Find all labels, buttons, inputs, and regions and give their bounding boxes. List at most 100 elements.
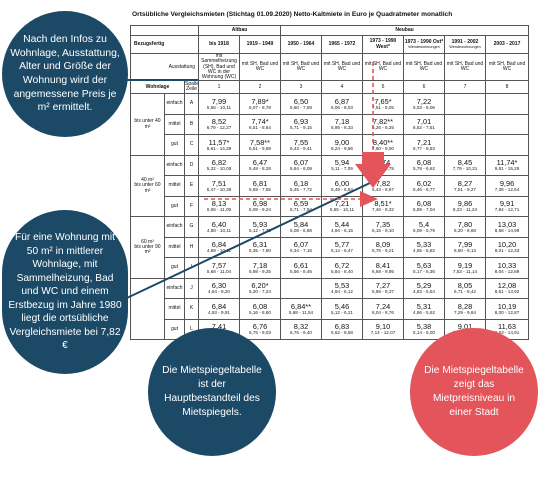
rent-value: 9,01 [457,322,473,332]
rent-range: 7,51 - 8,05 [372,104,394,110]
rent-value: 6,84** [290,301,312,311]
column-guide-arrow-shaft [362,152,384,164]
rent-value: 5,29 [416,281,432,291]
rent-value: 6,83 [334,322,350,332]
rent-cell: 6,18 5,45 - 7,72 [280,175,322,197]
rent-range: 6,43 - 8,67 [372,186,394,192]
period-5-label: 1973 - 1990 West [369,38,397,50]
rent-range: 4,94 - 6,12 [331,289,353,295]
rent-range: 6,03 - 8,06 [413,104,435,110]
rent-range: 7,79 - 10,31 [452,166,478,172]
rent-cell: 12,08 8,61 - 13,92 [484,277,530,300]
rent-range: 5,75 - 9,03 [249,330,271,336]
rent-range: 6,77 - 8,83 [413,145,435,151]
rent-value: 6,40 [211,219,227,229]
rent-value: 8,13 [211,199,227,209]
size-group-range: bis unter 60 m² [134,182,161,194]
rent-range: 5,89 - 7,04 [413,207,435,213]
rent-range: 9,01 - 12,33 [494,248,520,254]
rent-range: 5,56 - 10,11 [206,104,232,110]
col-num-4: 4 [321,80,363,95]
rent-cell: 7,24 6,04 - 8,76 [362,298,404,320]
header-spalte-zeile: Spalte Zeile [184,80,199,95]
rent-value: 8,40** [372,137,394,147]
column-guide-arrowhead [355,164,391,188]
rent-range: 5,34 - 7,16 [290,248,312,254]
table-row: bis unter 40 m² einfach A 7,99 5,56 - 10,11 7… [130,93,530,156]
rent-range: 5,14 - 6,47 [331,248,353,254]
rent-cell: 6,83 5,62 - 8,58 [321,318,363,341]
rent-value: 6,84 [211,240,227,250]
rent-range: 5,55 - 10,11 [329,207,355,213]
period-7-label: 1991 - 2002 [451,38,479,45]
rent-value: 8,45 [457,158,473,168]
rent-range: 6,61 - 14,39 [206,145,232,151]
rent-range: 6,51 - 8,64 [249,125,271,131]
rent-value: 6,20* [251,281,269,291]
table-title: Ortsübliche Vergleichsmieten (Stichtag 0… [132,11,453,18]
size-group-prefix: 60 m² [141,238,154,245]
rent-value: 5,63 [416,260,432,270]
rent-value: 7,27 [375,281,391,291]
rent-table: Altbau Neubau Bezugsfertig bis 1918 1919… [130,25,530,341]
ausstattung-4: mit SH, Bad und WC [321,52,363,82]
rent-range: 9,63 - 14,91 [494,330,520,336]
rent-value: 6,87 [334,96,350,106]
rent-range: 7,14 - 12,07 [370,330,396,336]
rent-range: 4,84 - 9,20 [208,289,230,295]
ausstattung-3: mit SH, Bad und WC [280,52,322,82]
period-7-note: Wendewohnungen [449,45,481,50]
rent-range: 5,98 - 9,25 [249,268,271,274]
rent-range: 5,46 - 6,77 [413,186,435,192]
rent-value: 6,31 [252,240,268,250]
rent-value: 6,18 [293,178,309,188]
rent-value: 6,08 [416,199,432,209]
rent-value: 6,61 [293,260,309,270]
rent-range: 4,65 - 5,82 [413,248,435,254]
rent-range: 6,43 - 9,41 [290,145,312,151]
rent-range: 5,11 - 7,09 [331,166,353,172]
rent-value: 6,59 [293,199,309,209]
rent-range: 6,51 - 9,58 [249,145,271,151]
rent-value: 6,08 [252,301,268,311]
rent-range: 9,81 - 15,28 [494,166,520,172]
rent-range: 6,07 - 8,78 [249,104,271,110]
rent-range: 5,69 - 7,85 [249,186,271,192]
rent-value: 5,46 [334,301,350,311]
rent-range: 7,29 - 9,64 [454,309,476,315]
rent-value: 10,20 [497,240,517,250]
rent-value: 6,02 [416,178,432,188]
rent-range: 5,26 - 8,25 [372,125,394,131]
header-ausstattung: Ausstattung [130,52,199,82]
rent-range: 8,00 - 12,87 [494,309,520,315]
rent-range: 5,35 - 7,80 [249,248,271,254]
rent-value: 6,72 [334,260,350,270]
period-5-star: * [387,43,390,50]
rent-range: 5,47 - 10,36 [206,186,232,192]
rent-range: 6,52 - 7,51 [413,125,435,131]
rent-range: 5,56 - 8,46 [290,268,312,274]
rent-range: 7,53 - 11,14 [452,268,478,274]
rent-value: 12,08 [497,281,517,291]
rent-cell: 7,80 6,20 - 8,68 [444,216,486,238]
rent-value: 8,05 [457,281,473,291]
rent-range: 4,66 - 5,62 [413,309,435,315]
rent-range: 6,79 - 12,27 [206,125,232,131]
table-row: 60 m² bis unter 90 m² einfach G 6,40 4,88 - 1… [130,216,530,279]
rent-range: 4,89 - 10,11 [206,248,232,254]
rent-range: 7,36 - 12,64 [494,186,520,192]
rent-range: 7,60 - 9,00 [372,145,394,151]
table-row: mittel E 7,51 5,47 - 10,36 6,81 5,69 - 7,85 6,… [131,175,530,197]
rent-value: 7,21 [334,199,350,209]
rent-range: 5,89 - 8,37 [372,289,394,295]
rent-value: 5,4 [418,219,430,229]
rent-cell: 8,32 6,76 - 9,40 [280,318,322,341]
rent-value: 8,52 [211,117,227,127]
rent-value: 5,31 [416,301,432,311]
rent-value: 7,99 [211,96,227,106]
rent-value: 8,28 [457,301,473,311]
rent-cell: 9,19 7,53 - 11,14 [444,257,486,279]
rent-value: 8,32 [293,322,309,332]
rent-range: 4,94 - 6,15 [331,227,353,233]
